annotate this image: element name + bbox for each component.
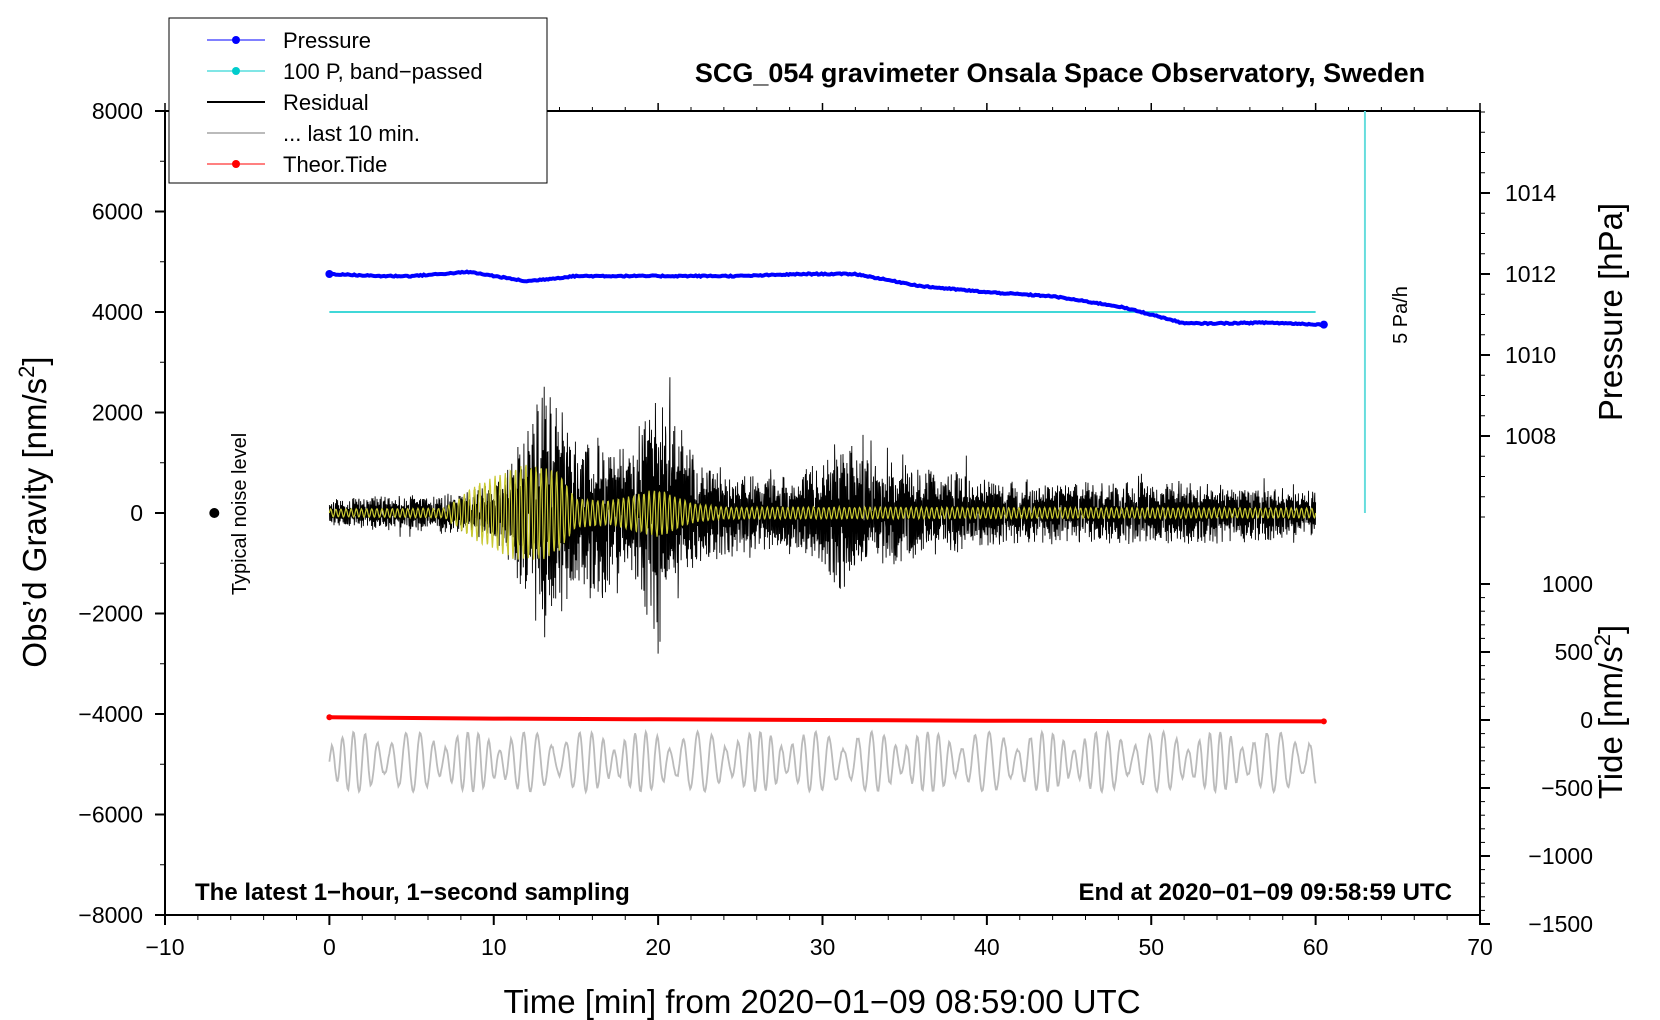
x-axis-label: Time [min] from 2020−01−09 08:59:00 UTC bbox=[503, 983, 1140, 1020]
tide-tick-label: 0 bbox=[1580, 707, 1593, 733]
pressure-tick-label: 1010 bbox=[1505, 342, 1556, 368]
y-axis-label-pressure: Pressure [hPa] bbox=[1592, 203, 1629, 421]
x-tick-label: 70 bbox=[1467, 934, 1493, 960]
tide-tick-label: −1500 bbox=[1528, 911, 1593, 937]
legend-label-last10: ... last 10 min. bbox=[283, 121, 420, 146]
legend-label-tide: Theor.Tide bbox=[283, 152, 387, 177]
pressure-series bbox=[329, 269, 1325, 327]
y-axis-label-tide-main: Tide [nm/s bbox=[1592, 646, 1629, 799]
legend: Pressure 100 P, band−passed Residual ...… bbox=[168, 17, 548, 184]
note-right: End at 2020−01−09 09:58:59 UTC bbox=[1078, 879, 1452, 906]
bandpassed-gravity-series bbox=[328, 464, 1317, 561]
tide-tick-label: 1000 bbox=[1542, 571, 1593, 597]
y-tick-label: 4000 bbox=[92, 299, 143, 325]
y-axis-label-left-main: Obs’d Gravity [nm/s bbox=[16, 378, 53, 668]
axis-ticks: −10 0 10 20 30 40 50 60 70 8000 6000 4000 2000 0 −2000… bbox=[78, 98, 1593, 960]
x-tick-label: 30 bbox=[810, 934, 836, 960]
x-tick-label: 50 bbox=[1138, 934, 1164, 960]
y-axis-label-tide-close: ] bbox=[1592, 625, 1629, 634]
noise-level-point bbox=[209, 508, 220, 518]
tide-tick-label: 500 bbox=[1555, 639, 1593, 665]
legend-label-residual: Residual bbox=[283, 90, 369, 115]
x-tick-label: 20 bbox=[645, 934, 671, 960]
rate-label: 5 Pa/h bbox=[1390, 286, 1412, 344]
y-axis-label-tide: Tide [nm/s2] bbox=[1590, 625, 1630, 799]
y-tick-label: 8000 bbox=[92, 98, 143, 124]
legend-label-bandpassed: 100 P, band−passed bbox=[283, 59, 483, 84]
y-tick-label: −8000 bbox=[78, 902, 143, 928]
legend-marker-tide bbox=[232, 160, 240, 168]
chart-title: SCG_054 gravimeter Onsala Space Observat… bbox=[695, 58, 1425, 88]
tide-tick-label: −500 bbox=[1541, 775, 1593, 801]
y-tick-label: 2000 bbox=[92, 400, 143, 426]
last10min-series bbox=[328, 728, 1317, 795]
x-tick-label: 60 bbox=[1303, 934, 1329, 960]
y-tick-label: −2000 bbox=[78, 601, 143, 627]
tide-series bbox=[329, 715, 1324, 724]
y-axis-label-tide-sup: 2 bbox=[1590, 634, 1615, 646]
pressure-end-marker bbox=[1319, 320, 1328, 329]
y-axis-label-left-sup: 2 bbox=[14, 366, 39, 378]
y-axis-label-left-close: ] bbox=[16, 356, 53, 365]
y-tick-label: −6000 bbox=[78, 802, 143, 828]
legend-entry-tide: Theor.Tide bbox=[207, 152, 387, 177]
legend-entry-bandpassed: 100 P, band−passed bbox=[207, 59, 483, 84]
legend-marker-pressure bbox=[232, 36, 240, 44]
noise-level-label: Typical noise level bbox=[229, 433, 251, 595]
series-layer bbox=[325, 269, 1328, 795]
pressure-tick-label: 1012 bbox=[1505, 261, 1556, 287]
x-tick-label: 40 bbox=[974, 934, 1000, 960]
y-tick-label: −4000 bbox=[78, 701, 143, 727]
legend-label-pressure: Pressure bbox=[283, 28, 371, 53]
legend-marker-bandpassed bbox=[232, 67, 240, 75]
y-axis-label-left: Obs’d Gravity [nm/s2] bbox=[14, 356, 54, 667]
x-tick-label: 0 bbox=[323, 934, 336, 960]
legend-entry-pressure: Pressure bbox=[207, 28, 371, 53]
legend-box bbox=[168, 17, 548, 184]
x-tick-label: −10 bbox=[145, 934, 184, 960]
y-tick-label: 0 bbox=[130, 500, 143, 526]
pressure-tick-label: 1008 bbox=[1505, 423, 1556, 449]
note-left: The latest 1−hour, 1−second sampling bbox=[195, 879, 630, 906]
pressure-tick-label: 1014 bbox=[1505, 180, 1556, 206]
pressure-start-marker bbox=[325, 270, 334, 278]
tide-start-marker bbox=[326, 714, 333, 721]
tide-end-marker bbox=[1320, 718, 1327, 725]
tide-tick-label: −1000 bbox=[1528, 843, 1593, 869]
x-tick-label: 10 bbox=[481, 934, 507, 960]
y-tick-label: 6000 bbox=[92, 199, 143, 225]
legend-entry-last10: ... last 10 min. bbox=[207, 121, 420, 146]
legend-entry-residual: Residual bbox=[207, 90, 369, 115]
